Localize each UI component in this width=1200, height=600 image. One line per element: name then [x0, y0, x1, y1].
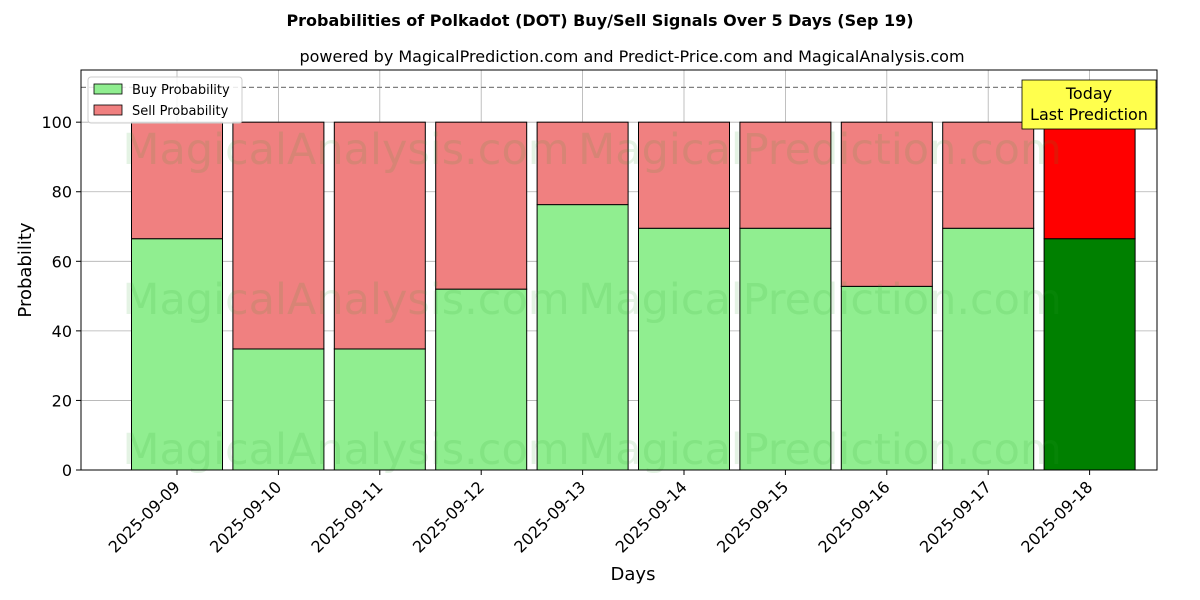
- chart-title: Probabilities of Polkadot (DOT) Buy/Sell…: [286, 11, 913, 30]
- watermark-text: MagicalAnalysis.com: [122, 125, 569, 175]
- bar-buy: [333, 348, 426, 471]
- x-tick-label: 2025-09-09: [105, 477, 184, 556]
- x-tick-label: 2025-09-17: [916, 477, 995, 556]
- bar-sell: [942, 121, 1035, 229]
- x-tick-label: 2025-09-10: [206, 477, 285, 556]
- today-annotation: Today Last Prediction: [1021, 79, 1157, 130]
- x-tick-label: 2025-09-18: [1017, 477, 1096, 556]
- legend: Buy Probability Sell Probability: [87, 76, 243, 124]
- chart-subtitle: powered by MagicalPrediction.com and Pre…: [299, 47, 964, 66]
- annotation-line-2: Last Prediction: [1030, 105, 1148, 124]
- watermark-text: MagicalPrediction.com: [578, 275, 1062, 325]
- bar-sell: [333, 121, 426, 350]
- bar-buy: [840, 285, 933, 471]
- x-axis-label: Days: [611, 564, 656, 585]
- y-axis-label: Probability: [15, 222, 36, 317]
- legend-swatch-sell: [93, 104, 123, 116]
- watermark-text: MagicalPrediction.com: [578, 425, 1062, 475]
- x-tick-label: 2025-09-16: [814, 477, 893, 556]
- watermark-text: MagicalAnalysis.com: [122, 275, 569, 325]
- legend-box: [87, 76, 243, 124]
- bar-buy: [1043, 238, 1136, 471]
- bars-group: [131, 121, 1136, 471]
- legend-label-sell: Sell Probability: [132, 104, 229, 119]
- y-tick-label: 100: [41, 113, 72, 132]
- y-tick-label: 0: [62, 461, 72, 480]
- x-tick-label: 2025-09-14: [612, 477, 691, 556]
- y-tick-label: 60: [52, 252, 72, 271]
- y-tick-label: 80: [52, 183, 72, 202]
- bar-buy: [739, 227, 832, 471]
- bar-sell: [232, 121, 325, 350]
- x-axis: 2025-09-09 2025-09-10 2025-09-11 2025-09-12…: [105, 470, 1096, 557]
- y-tick-label: 20: [52, 391, 72, 410]
- bar-buy: [536, 204, 629, 471]
- x-tick-label: 2025-09-13: [510, 477, 589, 556]
- bar-buy: [131, 238, 223, 471]
- y-axis: 0 20 40 60 80 100: [41, 113, 81, 480]
- bar-buy: [638, 227, 730, 471]
- y-tick-label: 40: [52, 322, 72, 341]
- bar-sell: [638, 121, 730, 229]
- x-tick-label: 2025-09-11: [307, 477, 386, 556]
- watermark-text: MagicalAnalysis.com: [122, 425, 569, 475]
- watermarks: MagicalAnalysis.com MagicalPrediction.com…: [122, 125, 1062, 475]
- annotation-line-1: Today: [1065, 84, 1112, 103]
- bar-sell: [536, 121, 629, 206]
- legend-swatch-buy: [93, 83, 123, 95]
- bar-sell: [840, 121, 933, 287]
- bar-sell: [131, 121, 223, 240]
- annotation-box: [1021, 79, 1157, 130]
- bar-sell: [739, 121, 832, 229]
- bar-sell: [435, 121, 528, 290]
- bar-buy: [942, 227, 1035, 471]
- x-tick-label: 2025-09-12: [409, 477, 488, 556]
- bar-sell: [1043, 121, 1136, 240]
- bar-buy: [435, 288, 528, 471]
- x-tick-label: 2025-09-15: [713, 477, 792, 556]
- legend-label-buy: Buy Probability: [132, 83, 230, 98]
- watermark-text: MagicalPrediction.com: [578, 125, 1062, 175]
- plot-frame: [80, 69, 1158, 471]
